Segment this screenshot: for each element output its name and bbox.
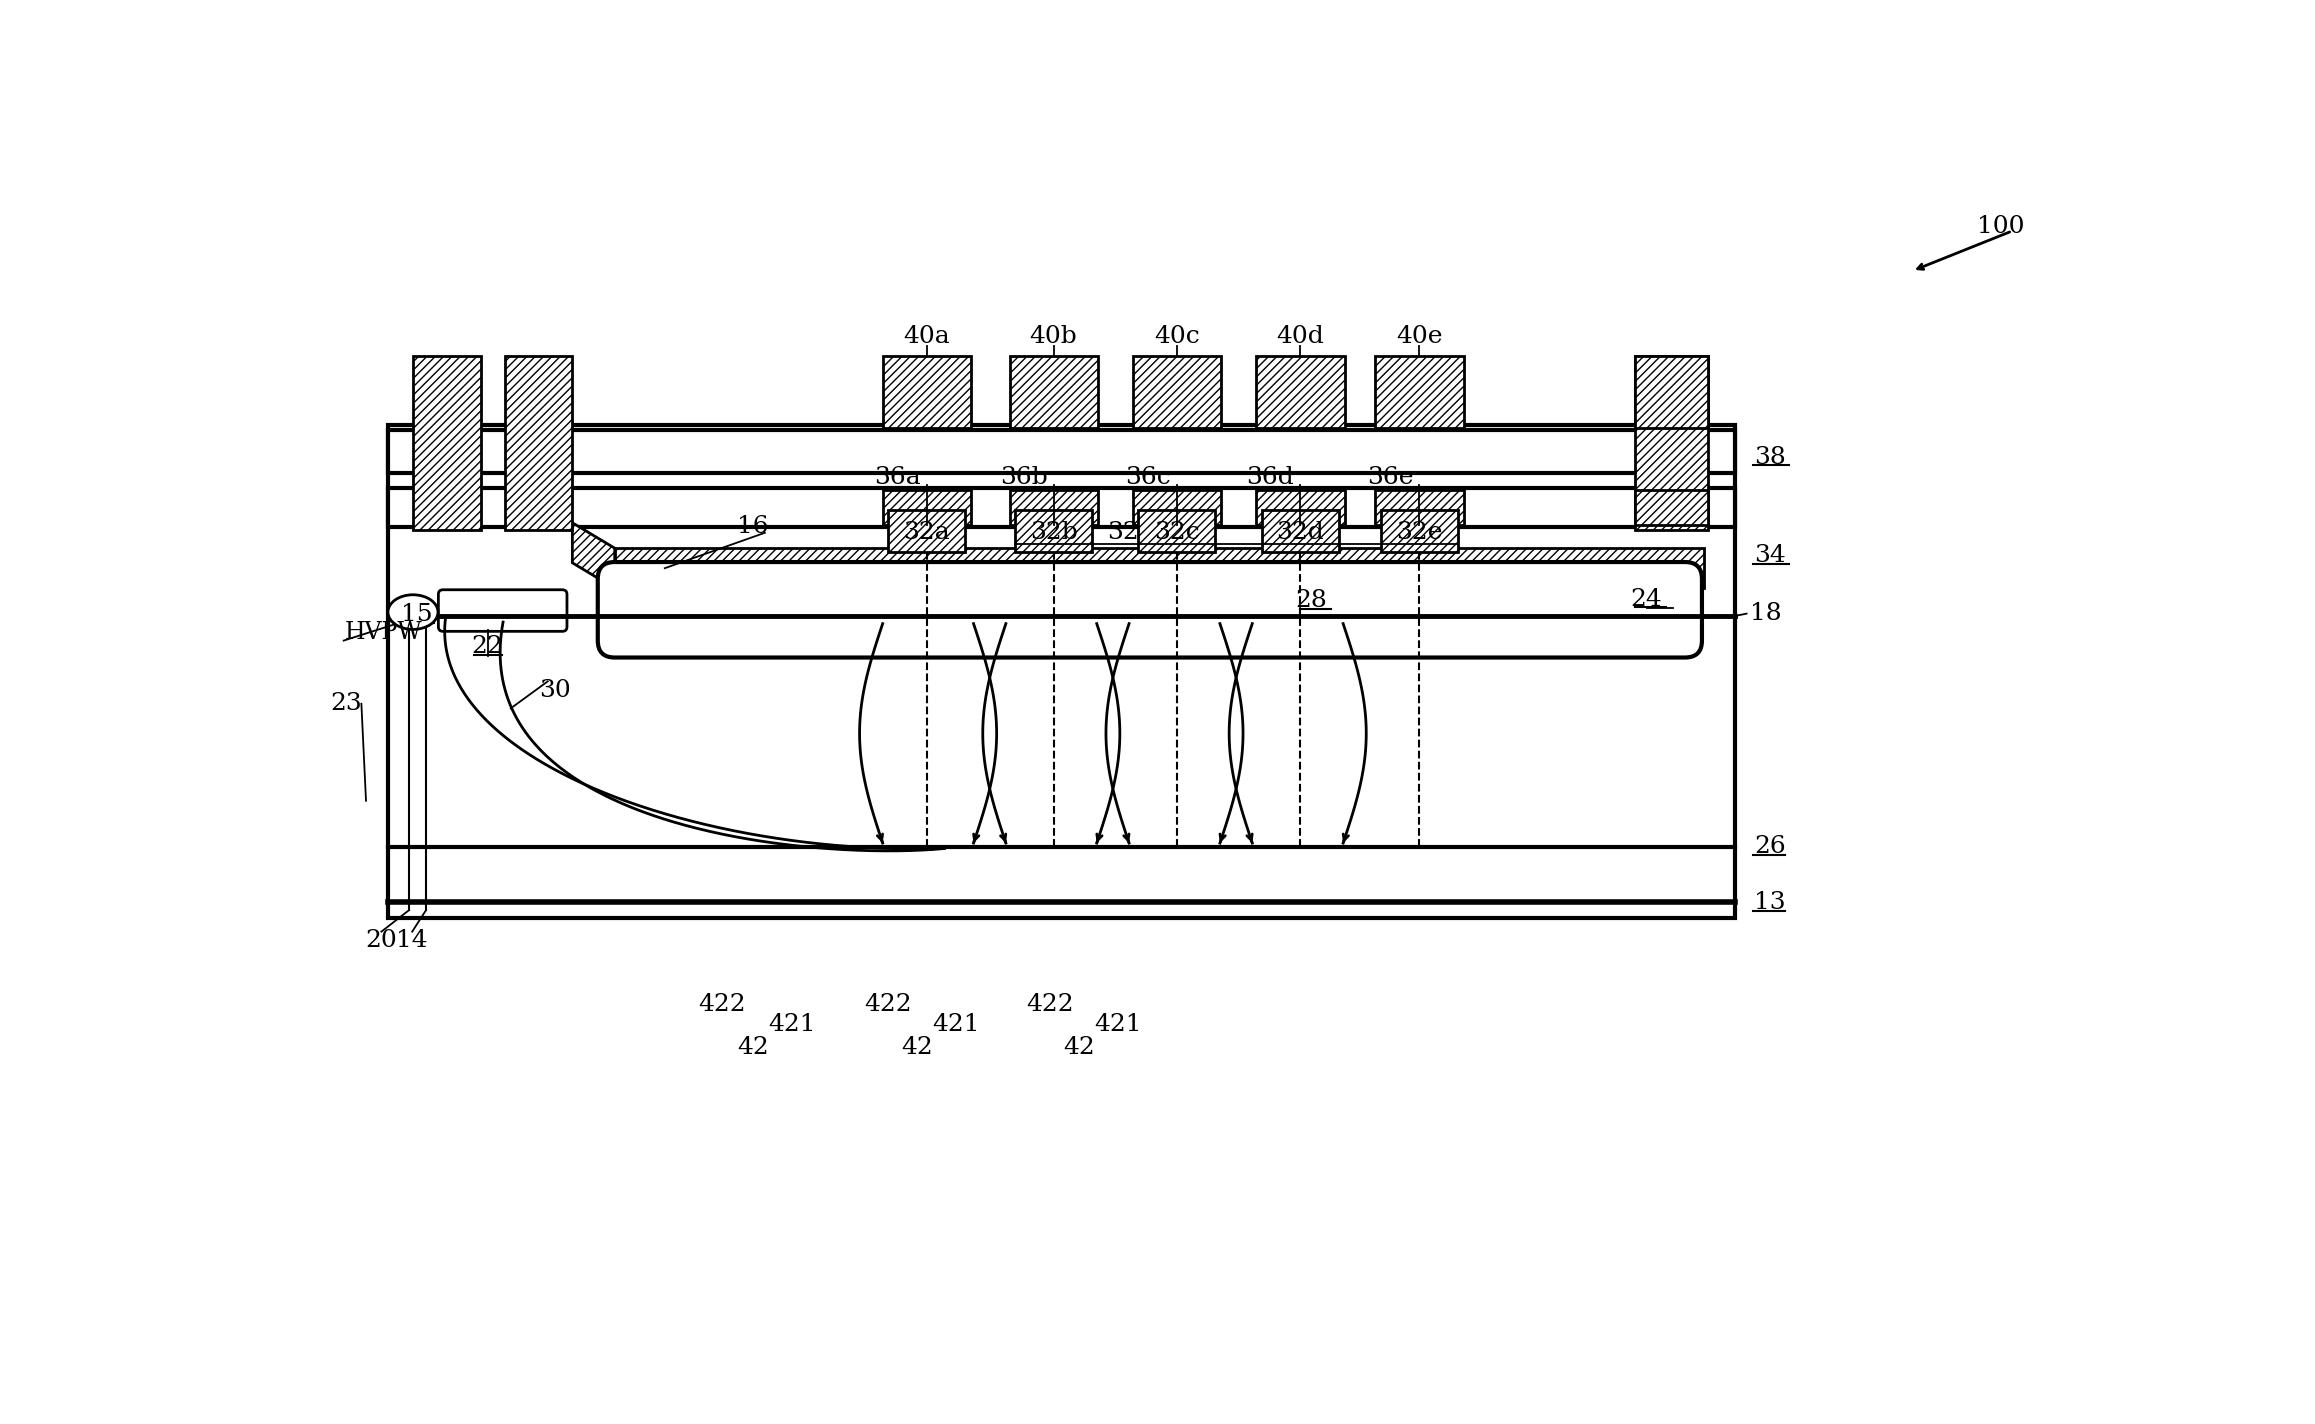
Text: 36c: 36c [1125, 466, 1171, 488]
Text: 14: 14 [396, 930, 428, 953]
Text: 36e: 36e [1366, 466, 1412, 488]
Text: 42: 42 [738, 1035, 769, 1058]
Text: 422: 422 [699, 993, 745, 1015]
Bar [412, 356, 482, 531]
Text: 100: 100 [1977, 215, 2023, 238]
Text: 26: 26 [1755, 836, 1787, 859]
Text: 32a: 32a [903, 521, 949, 544]
Text: 36a: 36a [873, 466, 921, 488]
Text: HVPW: HVPW [345, 621, 424, 645]
Ellipse shape [389, 595, 438, 629]
Polygon shape [572, 523, 616, 588]
Bar [1132, 490, 1222, 525]
Bar [1009, 490, 1097, 525]
Bar [387, 488, 1734, 527]
Text: 32e: 32e [1396, 521, 1442, 544]
Text: 421: 421 [933, 1012, 979, 1035]
Text: 422: 422 [1026, 993, 1074, 1015]
Text: 22: 22 [472, 635, 505, 658]
Text: 32d: 32d [1276, 521, 1324, 544]
Text: 40e: 40e [1396, 325, 1442, 347]
Text: 32c: 32c [1153, 521, 1199, 544]
Bar [1132, 356, 1222, 429]
Bar [1257, 490, 1345, 525]
Bar [1375, 490, 1463, 525]
Text: 30: 30 [539, 679, 572, 702]
FancyBboxPatch shape [438, 590, 567, 631]
Text: 38: 38 [1755, 446, 1787, 468]
Bar [1139, 510, 1215, 553]
Text: 32b: 32b [1030, 521, 1076, 544]
Bar [882, 356, 972, 429]
Bar [387, 424, 1734, 918]
FancyBboxPatch shape [597, 562, 1702, 658]
Text: 421: 421 [1093, 1012, 1141, 1035]
Bar [889, 510, 965, 553]
Text: 20: 20 [366, 930, 398, 953]
Bar [616, 548, 1704, 588]
Text: 36d: 36d [1245, 466, 1294, 488]
Text: 40a: 40a [903, 325, 949, 347]
Text: 42: 42 [901, 1035, 933, 1058]
Text: 13: 13 [1755, 891, 1785, 914]
Text: 28: 28 [1296, 590, 1326, 612]
Bar [1375, 356, 1463, 429]
Bar [1634, 356, 1708, 531]
Bar [882, 490, 972, 525]
Text: 421: 421 [769, 1012, 815, 1035]
Bar [505, 356, 572, 531]
Bar [1257, 356, 1345, 429]
Bar [1634, 490, 1708, 525]
Text: 16: 16 [738, 515, 769, 538]
Text: 422: 422 [863, 993, 912, 1015]
Bar [1380, 510, 1458, 553]
Bar [1262, 510, 1338, 553]
Text: 15: 15 [400, 602, 433, 627]
Bar [387, 430, 1734, 473]
Text: 40b: 40b [1030, 325, 1076, 347]
Bar [1634, 356, 1708, 429]
Bar [1009, 356, 1097, 429]
Bar [1014, 510, 1093, 553]
Text: 40d: 40d [1276, 325, 1324, 347]
Text: 24: 24 [1630, 588, 1662, 611]
Text: 42: 42 [1063, 1035, 1095, 1058]
Text: 40c: 40c [1153, 325, 1199, 347]
Text: 34: 34 [1755, 544, 1787, 567]
Text: 36b: 36b [1000, 466, 1046, 488]
Text: 18: 18 [1750, 602, 1783, 625]
Text: 23: 23 [331, 692, 363, 715]
Text: 32: 32 [1107, 521, 1139, 544]
